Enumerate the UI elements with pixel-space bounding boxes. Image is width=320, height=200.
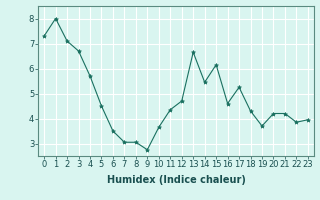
X-axis label: Humidex (Indice chaleur): Humidex (Indice chaleur) bbox=[107, 175, 245, 185]
